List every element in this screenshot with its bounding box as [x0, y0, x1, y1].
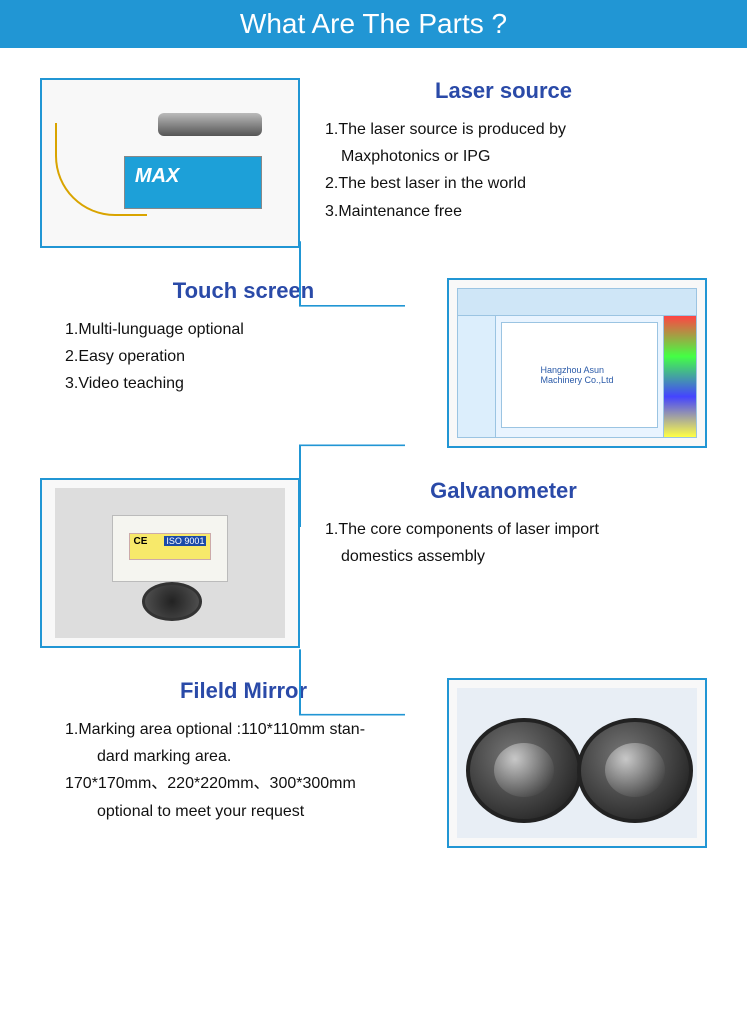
galvanometer-text: Galvanometer 1.The core components of la…	[300, 478, 707, 570]
laser-source-line2: 2.The best laser in the world	[325, 170, 682, 197]
field-mirror-line1b: dard marking area.	[65, 743, 422, 770]
software-screenshot-illustration: Hangzhou Asun Machinery Co.,Ltd	[457, 288, 698, 437]
galvanometer-illustration	[55, 488, 285, 637]
field-mirror-line1: 1.Marking area optional :110*110mm stan-	[65, 716, 422, 743]
laser-source-line1b: Maxphotonics or IPG	[325, 143, 682, 170]
field-mirror-line2b: optional to meet your request	[65, 798, 422, 825]
touch-screen-line3: 3.Video teaching	[65, 370, 422, 397]
part-row-field-mirror: Fileld Mirror 1.Marking area optional :1…	[40, 678, 707, 848]
field-mirror-line2: 170*170mm、220*220mm、300*300mm	[65, 770, 422, 797]
part-row-laser-source: Laser source 1.The laser source is produ…	[40, 78, 707, 248]
banner-title: What Are The Parts ?	[240, 8, 507, 39]
touch-screen-title: Touch screen	[65, 278, 422, 304]
laser-source-line1: 1.The laser source is produced by	[325, 116, 682, 143]
touch-screen-line2: 2.Easy operation	[65, 343, 422, 370]
field-mirror-text: Fileld Mirror 1.Marking area optional :1…	[40, 678, 447, 825]
field-mirror-illustration	[457, 688, 698, 837]
touch-screen-photo: Hangzhou Asun Machinery Co.,Ltd	[447, 278, 707, 448]
galvanometer-line1b: domestics assembly	[325, 543, 682, 570]
laser-source-line3: 3.Maintenance free	[325, 198, 682, 225]
galvanometer-photo	[40, 478, 300, 648]
touch-screen-text: Touch screen 1.Multi-lunguage optional 2…	[40, 278, 447, 398]
laser-source-text: Laser source 1.The laser source is produ…	[300, 78, 707, 225]
galvanometer-line1: 1.The core components of laser import	[325, 516, 682, 543]
touch-screen-line1: 1.Multi-lunguage optional	[65, 316, 422, 343]
software-caption: Hangzhou Asun Machinery Co.,Ltd	[540, 365, 618, 385]
field-mirror-title: Fileld Mirror	[65, 678, 422, 704]
page-banner: What Are The Parts ?	[0, 0, 747, 48]
part-row-touch-screen: Hangzhou Asun Machinery Co.,Ltd Touch sc…	[40, 278, 707, 448]
laser-source-photo	[40, 78, 300, 248]
laser-source-illustration	[55, 97, 285, 230]
field-mirror-photo	[447, 678, 707, 848]
laser-source-title: Laser source	[325, 78, 682, 104]
part-row-galvanometer: Galvanometer 1.The core components of la…	[40, 478, 707, 648]
content-area: Laser source 1.The laser source is produ…	[0, 78, 747, 878]
galvanometer-title: Galvanometer	[325, 478, 682, 504]
